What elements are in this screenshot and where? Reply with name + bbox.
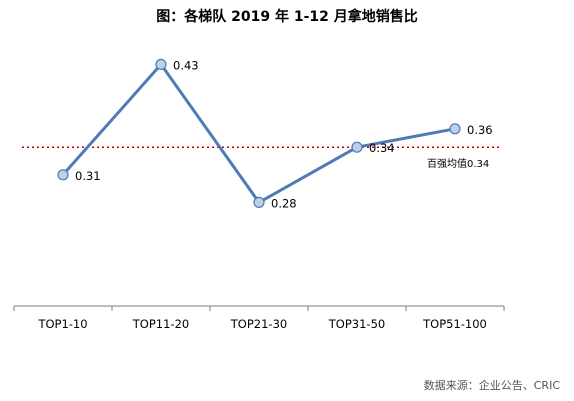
data-point	[57, 169, 69, 181]
x-tick-label: TOP31-50	[328, 317, 385, 331]
x-axis-labels: TOP1-10 TOP11-20 TOP21-30 TOP31-50 TOP51-100	[37, 317, 486, 331]
data-point	[155, 58, 167, 71]
x-tick-label: TOP51-100	[422, 317, 487, 331]
data-label: 0.36	[467, 123, 493, 137]
data-points	[57, 58, 461, 208]
data-label: 0.34	[369, 141, 395, 155]
data-label: 0.43	[173, 58, 199, 72]
data-label: 0.31	[75, 169, 101, 183]
chart-title: 图：各梯队 2019 年 1-12 月拿地销售比	[156, 9, 418, 25]
data-label: 0.28	[271, 196, 297, 210]
data-point	[253, 196, 265, 208]
x-tick-label: TOP11-20	[132, 317, 189, 331]
source-note: 数据来源：企业公告、CRIC	[423, 379, 560, 392]
data-point	[351, 141, 363, 153]
x-tick-label: TOP21-30	[230, 317, 287, 331]
data-point	[449, 123, 461, 135]
series-line	[61, 62, 456, 204]
reference-line-label: 百强均值0.34	[427, 157, 489, 170]
data-labels: 0.31 0.43 0.28 0.34 0.36	[75, 58, 493, 210]
x-axis-ticks	[13, 306, 505, 311]
x-tick-label: TOP1-10	[37, 317, 87, 331]
